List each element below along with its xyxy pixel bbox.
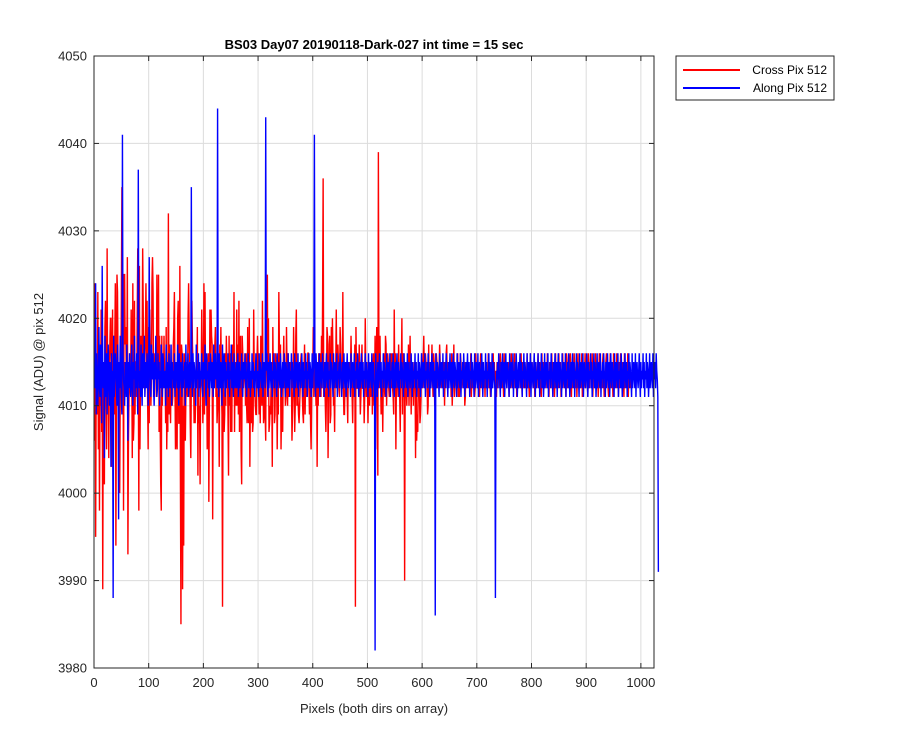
- y-tick-label: 4030: [58, 223, 87, 238]
- x-tick-label: 1000: [626, 675, 655, 690]
- x-tick-label: 0: [90, 675, 97, 690]
- chart-title: BS03 Day07 20190118-Dark-027 int time = …: [225, 37, 524, 52]
- x-tick-label: 900: [575, 675, 597, 690]
- x-tick-label: 200: [193, 675, 215, 690]
- axes-frame: [93, 55, 655, 669]
- legend: Cross Pix 512 Along Pix 512: [675, 55, 835, 101]
- y-tick-label: 4050: [58, 49, 87, 64]
- x-tick-label: 800: [521, 675, 543, 690]
- series-group: [93, 108, 660, 651]
- y-tick-label: 3990: [58, 573, 87, 588]
- y-tick-label: 4000: [58, 486, 87, 501]
- y-tick-label: 4020: [58, 311, 87, 326]
- x-tick-label: 500: [357, 675, 379, 690]
- y-tick-label: 4010: [58, 398, 87, 413]
- y-tick-label: 3980: [58, 661, 87, 676]
- plot-area: 0 100 200 300 400 500 600 700 800 900 1000 3980 3990…: [58, 49, 660, 691]
- x-tick-label: 300: [247, 675, 269, 690]
- x-tick-label: 100: [138, 675, 160, 690]
- x-tick-label: 600: [411, 675, 433, 690]
- legend-box: [675, 55, 835, 101]
- legend-label-along: Along Pix 512: [753, 81, 827, 95]
- x-tick-label: 700: [466, 675, 488, 690]
- ticks: 0 100 200 300 400 500 600 700 800 900 1000 3980 3990…: [58, 49, 655, 691]
- x-tick-label: 400: [302, 675, 324, 690]
- legend-label-cross: Cross Pix 512: [752, 63, 827, 77]
- y-axis-label: Signal (ADU) @ pix 512: [31, 293, 46, 431]
- y-tick-label: 4040: [58, 136, 87, 151]
- series-line-along-pix-512: [93, 108, 660, 651]
- x-axis-label: Pixels (both dirs on array): [300, 701, 448, 716]
